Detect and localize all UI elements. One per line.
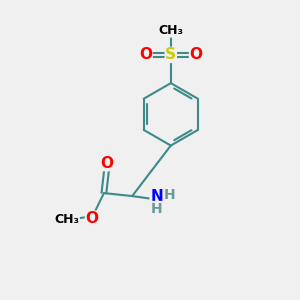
- Text: CH₃: CH₃: [54, 213, 79, 226]
- Text: S: S: [165, 47, 176, 62]
- Text: H: H: [151, 202, 162, 216]
- Text: H: H: [164, 188, 176, 203]
- Text: O: O: [139, 47, 152, 62]
- Text: O: O: [85, 211, 98, 226]
- Text: N: N: [150, 189, 163, 204]
- Text: O: O: [101, 156, 114, 171]
- Text: O: O: [190, 47, 202, 62]
- Text: CH₃: CH₃: [158, 24, 183, 37]
